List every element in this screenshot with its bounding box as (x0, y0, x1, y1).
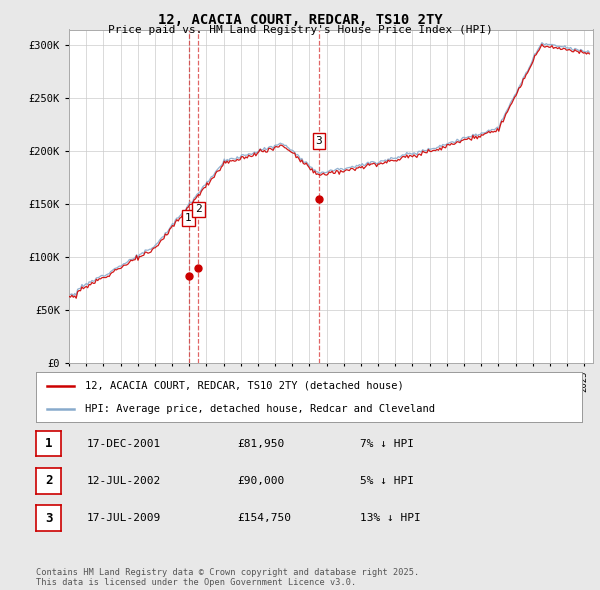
Text: £81,950: £81,950 (237, 439, 284, 448)
Text: HPI: Average price, detached house, Redcar and Cleveland: HPI: Average price, detached house, Redc… (85, 404, 435, 414)
Text: 12, ACACIA COURT, REDCAR, TS10 2TY (detached house): 12, ACACIA COURT, REDCAR, TS10 2TY (deta… (85, 381, 404, 391)
Text: 17-DEC-2001: 17-DEC-2001 (87, 439, 161, 448)
Text: 17-JUL-2009: 17-JUL-2009 (87, 513, 161, 523)
Text: £90,000: £90,000 (237, 476, 284, 486)
Text: Contains HM Land Registry data © Crown copyright and database right 2025.
This d: Contains HM Land Registry data © Crown c… (36, 568, 419, 587)
Text: 2: 2 (45, 474, 52, 487)
Text: 1: 1 (45, 437, 52, 450)
Text: 7% ↓ HPI: 7% ↓ HPI (360, 439, 414, 448)
Text: £154,750: £154,750 (237, 513, 291, 523)
Text: 5% ↓ HPI: 5% ↓ HPI (360, 476, 414, 486)
Text: 2: 2 (195, 204, 202, 214)
Text: 1: 1 (185, 213, 192, 223)
Text: Price paid vs. HM Land Registry's House Price Index (HPI): Price paid vs. HM Land Registry's House … (107, 25, 493, 35)
Text: 12-JUL-2002: 12-JUL-2002 (87, 476, 161, 486)
Text: 12, ACACIA COURT, REDCAR, TS10 2TY: 12, ACACIA COURT, REDCAR, TS10 2TY (158, 13, 442, 27)
Text: 3: 3 (45, 512, 52, 525)
Text: 13% ↓ HPI: 13% ↓ HPI (360, 513, 421, 523)
Text: 3: 3 (316, 136, 322, 146)
